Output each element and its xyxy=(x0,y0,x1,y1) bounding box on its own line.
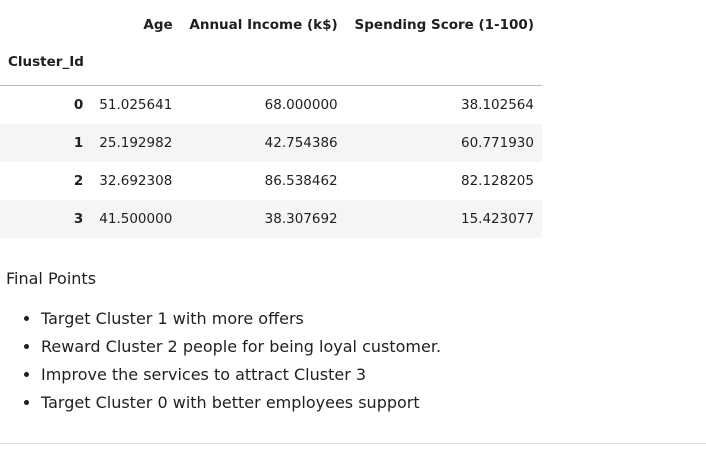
cell-annual-income: 86.538462 xyxy=(264,173,338,189)
list-item: Reward Cluster 2 people for being loyal … xyxy=(41,333,441,361)
table-row: 3 41.500000 38.307692 15.423077 xyxy=(0,200,542,238)
notes-list: Target Cluster 1 with more offers Reward… xyxy=(6,305,441,417)
row-index: 3 xyxy=(73,211,84,227)
cell-spending-score: 82.128205 xyxy=(460,173,534,189)
table-row: 2 32.692308 86.538462 82.128205 xyxy=(0,162,542,200)
table-row: 0 51.025641 68.000000 38.102564 xyxy=(0,85,542,124)
cell-spending-score: 15.423077 xyxy=(460,211,534,227)
cell-spending-score: 38.102564 xyxy=(460,97,534,113)
notes-heading: Final Points xyxy=(6,269,97,288)
corner-cell xyxy=(0,0,92,50)
table-body: 0 51.025641 68.000000 38.102564 1 25.192… xyxy=(0,85,542,238)
cell-annual-income: 38.307692 xyxy=(264,211,338,227)
index-name: Cluster_Id xyxy=(8,54,84,70)
cell-divider xyxy=(0,443,706,444)
index-name-row: Cluster_Id xyxy=(0,50,542,86)
column-header-annual-income: Annual Income (k$) xyxy=(189,17,338,33)
cell-age: 41.500000 xyxy=(99,211,173,227)
list-item: Target Cluster 1 with more offers xyxy=(41,305,441,333)
cell-age: 51.025641 xyxy=(99,97,173,113)
cell-age: 25.192982 xyxy=(99,135,173,151)
cell-annual-income: 42.754386 xyxy=(264,135,338,151)
table-header: Age Annual Income (k$) Spending Score (1… xyxy=(0,0,542,86)
row-index: 1 xyxy=(73,135,84,151)
cell-annual-income: 68.000000 xyxy=(264,97,338,113)
row-index: 2 xyxy=(73,173,84,189)
table-row: 1 25.192982 42.754386 60.771930 xyxy=(0,124,542,162)
dataframe-table: Age Annual Income (k$) Spending Score (1… xyxy=(0,0,542,238)
row-index: 0 xyxy=(73,97,84,113)
column-header-spending-score: Spending Score (1-100) xyxy=(354,17,534,33)
cell-age: 32.692308 xyxy=(99,173,173,189)
list-item: Target Cluster 0 with better employees s… xyxy=(41,389,441,417)
markdown-cell: Final Points Target Cluster 1 with more … xyxy=(6,267,441,417)
cell-spending-score: 60.771930 xyxy=(460,135,534,151)
column-header-age: Age xyxy=(143,17,173,33)
column-header-row: Age Annual Income (k$) Spending Score (1… xyxy=(0,0,542,50)
list-item: Improve the services to attract Cluster … xyxy=(41,361,441,389)
